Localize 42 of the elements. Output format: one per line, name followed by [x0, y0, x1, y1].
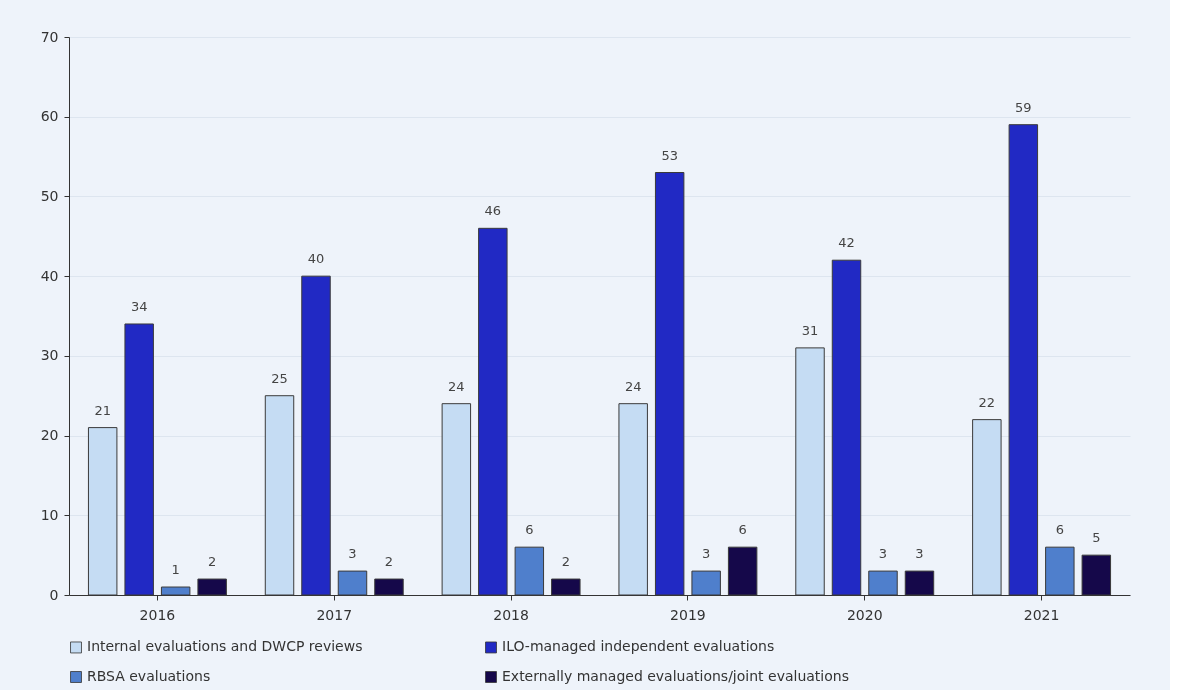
x-tick-label: 2019	[670, 606, 706, 623]
data-label: 40	[307, 251, 325, 267]
y-tick-label: 50	[40, 187, 59, 204]
x-tick-label: 2020	[846, 606, 883, 623]
data-label: 25	[271, 370, 288, 386]
data-label: 31	[801, 322, 819, 338]
data-label: 53	[661, 147, 678, 163]
y-tick-label: 30	[40, 347, 59, 364]
data-label: 6	[525, 522, 534, 538]
y-tick-label: 70	[40, 28, 59, 45]
data-label: 21	[94, 402, 111, 418]
x-tick-label: 2021	[1023, 606, 1060, 623]
data-label: 2	[384, 554, 394, 570]
data-label: 2	[561, 554, 570, 570]
data-label: 22	[978, 394, 996, 410]
data-label: 5	[1092, 530, 1101, 546]
legend-label: Externally managed evaluations/joint evaluations	[502, 668, 849, 684]
data-label: 3	[348, 546, 357, 562]
y-tick-label: 40	[40, 267, 59, 284]
y-tick-label: 60	[40, 108, 59, 125]
x-tick-label: 2018	[493, 606, 529, 623]
data-label: 46	[484, 203, 502, 219]
data-label: 6	[1055, 522, 1064, 538]
data-label: 2	[208, 554, 217, 570]
data-label: 34	[130, 298, 148, 314]
legend-label: ILO-managed independent evaluations	[502, 638, 775, 655]
data-label: 3	[702, 546, 711, 562]
data-label: 24	[448, 378, 465, 394]
data-label: 6	[738, 522, 747, 538]
data-label: 3	[878, 546, 888, 562]
data-label: 59	[1015, 99, 1032, 115]
y-tick-label: 10	[40, 506, 59, 523]
data-label: 1	[171, 562, 180, 578]
legend-label: Internal evaluations and DWCP reviews	[87, 638, 363, 655]
data-label: 42	[838, 235, 855, 251]
x-tick-label: 2017	[316, 606, 353, 623]
data-label: 3	[915, 546, 924, 562]
y-tick-label: 0	[49, 586, 59, 603]
x-tick-label: 2016	[139, 606, 176, 623]
y-tick-label: 20	[40, 427, 59, 444]
data-label: 24	[624, 378, 642, 394]
legend-label: RBSA evaluations	[87, 668, 211, 684]
